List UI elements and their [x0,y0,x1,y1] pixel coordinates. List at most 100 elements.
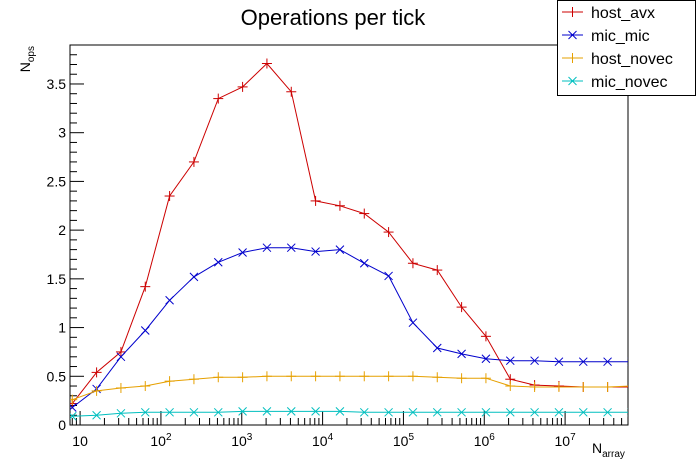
data-point [116,352,126,362]
data-point [237,372,248,383]
data-point [310,195,321,206]
data-point [359,208,370,219]
data-point [237,81,248,92]
data-point [481,354,491,364]
data-point [189,272,199,282]
legend-entry: mic_novec [562,74,667,91]
data-point [578,407,588,417]
data-point [432,372,443,383]
data-point [238,248,247,257]
legend-box [557,0,696,96]
x-tick-label: 103 [231,432,253,449]
data-point [335,407,345,416]
data-point [335,245,345,254]
x-axis: 10 102 103 104 105 106 107 [71,411,629,449]
data-point [408,407,418,417]
data-point [407,371,418,382]
data-point [261,58,272,69]
data-point [311,407,320,416]
legend-entry: host_novec [562,51,673,68]
x-tick-label: 104 [312,432,334,449]
data-point [603,407,612,417]
data-point [481,407,491,417]
data-point [310,371,321,382]
data-point [408,318,418,328]
legend-entry: host_avx [562,5,655,22]
data-point [334,371,345,382]
y-tick-label: 1 [58,320,66,336]
data-point [188,156,199,167]
data-point [286,243,296,253]
data-point [165,295,174,305]
data-point [432,343,442,353]
y-axis: 0 0.5 1 1.5 2 2.5 3 3.5 [47,44,84,433]
data-point [70,394,78,405]
data-point [188,374,199,385]
series-line [71,247,628,408]
data-point [262,243,272,253]
data-point [457,349,466,359]
data-point [578,357,588,367]
data-point [311,247,320,256]
data-point [140,281,151,292]
data-point [213,407,223,417]
series-host_novec [70,371,628,405]
series-host_avx [70,58,628,409]
y-tick-label: 3.5 [47,76,67,92]
data-point [116,408,126,418]
data-point [286,407,296,416]
series-mic_novec [70,407,628,421]
data-point [578,382,589,392]
legend-label: host_avx [591,5,655,22]
legend-entry: mic_mic [562,28,650,45]
data-point [359,407,369,417]
data-point [359,371,370,382]
y-tick-label: 1.5 [47,271,67,287]
plot-frame [69,44,629,426]
data-point [456,373,467,384]
legend-marker [568,30,577,40]
data-point [384,271,393,281]
data-point [238,407,247,416]
data-point [554,357,564,367]
data-point [262,407,272,416]
data-point [554,407,564,417]
data-point [553,382,564,392]
data-point [530,356,539,366]
data-point [505,381,516,392]
legend-label: host_novec [591,51,673,68]
x-tick-label: 10 [72,433,88,449]
data-point [164,376,175,387]
y-tick-label: 0 [58,417,66,433]
y-axis-label: Nops [17,46,37,72]
y-tick-label: 0.5 [47,368,67,384]
data-point [140,326,150,335]
data-point [602,382,613,392]
data-point [91,367,102,378]
data-point [213,257,223,267]
data-point [432,265,443,276]
y-tick-label: 3 [58,125,66,141]
data-point [115,382,126,393]
series-line [72,410,628,417]
plot-area [70,58,628,421]
data-point [480,373,491,384]
data-point [384,407,393,417]
data-point [213,93,224,104]
legend-marker [567,7,578,17]
legend-label: mic_novec [591,74,667,91]
data-point [92,410,101,420]
data-point [432,407,442,417]
x-tick-label: 105 [393,432,415,449]
data-point [456,302,467,313]
legend-marker [567,53,578,63]
legend-marker [568,76,577,86]
data-point [383,227,394,238]
data-point [457,407,466,417]
data-point [407,258,418,269]
data-point [70,411,77,421]
data-point [383,371,394,382]
data-point [164,191,175,202]
data-point [505,407,515,417]
